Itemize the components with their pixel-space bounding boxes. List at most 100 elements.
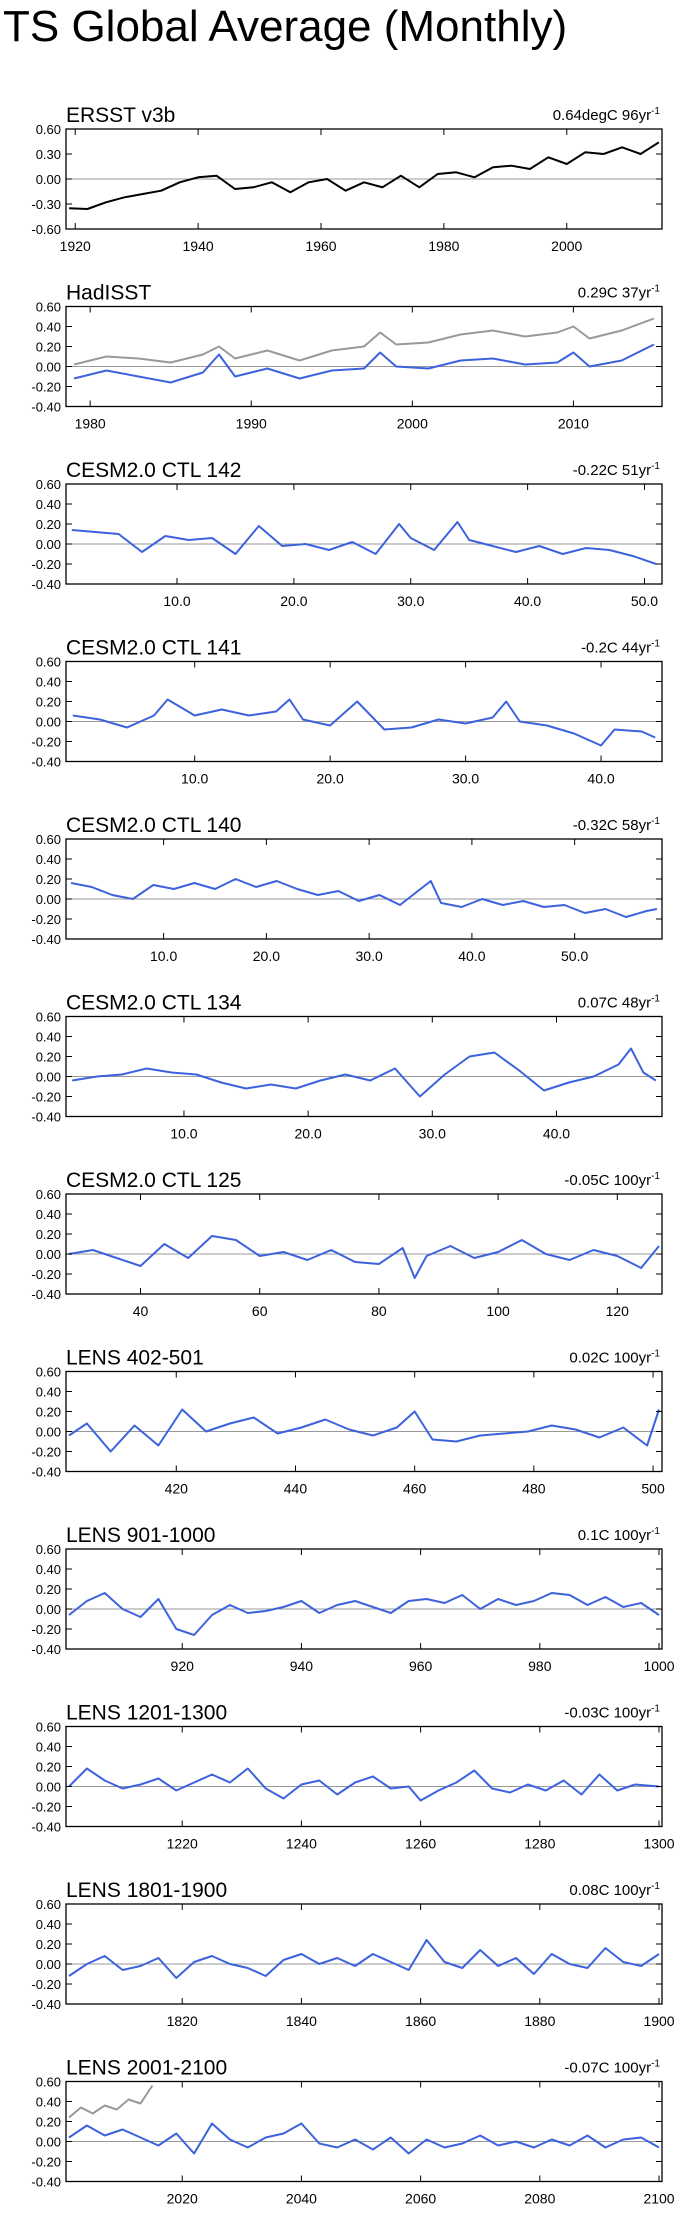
x-tick-label: 1280	[524, 1836, 555, 1852]
x-tick-label: 2080	[524, 2191, 555, 2207]
y-tick-label: 0.20	[36, 1582, 61, 1597]
panel-6: CESM2.0 CTL 134 0.07C 48yr-1 0.60 0.40 0.20 0…	[31, 992, 663, 1142]
y-tick-label: 0.20	[36, 340, 61, 355]
y-tick-label: 0.20	[36, 695, 61, 710]
trend-exponent: -1	[651, 461, 660, 472]
panel-title: LENS 1201-1300	[66, 1702, 227, 1725]
x-tick-label: 20.0	[295, 1126, 322, 1142]
y-tick-label: -0.20	[31, 735, 61, 750]
trend-exponent: -1	[651, 816, 660, 827]
panel-title: CESM2.0 CTL 141	[66, 637, 241, 660]
x-tick-label: 1840	[286, 2013, 317, 2029]
panel-2: HadISST 0.29C 37yr-1 0.60 0.40 0.20 0.00 -0.20…	[31, 282, 663, 432]
y-tick-label: -0.20	[31, 1622, 61, 1637]
x-tick-label: 1240	[286, 1836, 317, 1852]
y-tick-label: 0.20	[36, 1405, 61, 1420]
y-tick-label: -0.20	[31, 1977, 61, 1992]
y-tick-label: 0.00	[36, 2135, 61, 2150]
series-line	[70, 878, 658, 918]
x-tick-label: 1300	[643, 1836, 674, 1852]
x-tick-label: 2020	[167, 2191, 198, 2207]
y-tick-label: -0.20	[31, 1090, 61, 1105]
trend-label: 0.64degC 96yr-1	[553, 106, 661, 124]
trend-label: 0.08C 100yr-1	[569, 1881, 660, 1899]
x-tick-label: 1960	[305, 238, 336, 254]
series-line	[68, 1592, 660, 1636]
y-tick-label: 0.60	[36, 1365, 61, 1380]
y-tick-label: 0.60	[36, 300, 61, 315]
panel-10: LENS 1201-1300 -0.03C 100yr-1 0.60 0.40 0.20…	[31, 1702, 674, 1852]
plot-frame	[65, 660, 663, 763]
y-tick-label: 0.60	[36, 477, 61, 492]
series-line	[68, 1939, 660, 1979]
y-tick-label: 0.20	[36, 1937, 61, 1952]
x-tick-label: 1980	[75, 416, 106, 432]
x-tick-label: 1880	[524, 2013, 555, 2029]
trend-label: 0.29C 37yr-1	[578, 284, 661, 302]
y-tick-label: -0.20	[31, 2155, 61, 2170]
y-tick-label: 0.40	[36, 1917, 61, 1932]
y-tick-label: 0.40	[36, 852, 61, 867]
x-tick-label: 1000	[643, 1658, 674, 1674]
x-tick-label: 50.0	[631, 593, 658, 609]
y-tick-label: -0.40	[31, 2175, 61, 2190]
x-tick-label: 1860	[405, 2013, 436, 2029]
x-tick-label: 1980	[428, 238, 459, 254]
x-tick-label: 480	[522, 1481, 546, 1497]
x-tick-label: 120	[606, 1303, 630, 1319]
y-tick-label: 0.60	[36, 1542, 61, 1557]
y-tick-label: -0.20	[31, 912, 61, 927]
panel-title: LENS 1801-1900	[66, 1879, 227, 1902]
y-tick-label: 0.60	[36, 655, 61, 670]
y-tick-label: 0.20	[36, 1227, 61, 1242]
y-tick-label: 0.00	[36, 537, 61, 552]
x-tick-label: 1940	[183, 238, 214, 254]
series-line	[73, 317, 655, 366]
y-tick-label: 0.00	[36, 1247, 61, 1262]
trend-exponent: -1	[651, 2059, 660, 2070]
plot-frame	[65, 1193, 663, 1295]
panel-4: CESM2.0 CTL 141 -0.2C 44yr-1 0.60 0.40 0.20 0…	[31, 637, 663, 787]
y-tick-label: -0.40	[31, 577, 61, 592]
x-tick-label: 2100	[643, 2191, 674, 2207]
series-line	[68, 2084, 154, 2119]
y-tick-label: 0.40	[36, 1030, 61, 1045]
x-tick-label: 2060	[405, 2191, 436, 2207]
x-tick-label: 2010	[558, 416, 589, 432]
x-tick-label: 500	[641, 1481, 665, 1497]
x-tick-label: 10.0	[181, 771, 208, 787]
trend-exponent: -1	[651, 994, 660, 1005]
plot-frame	[65, 1370, 663, 1473]
trend-exponent: -1	[651, 284, 660, 295]
x-tick-label: 80	[371, 1303, 387, 1319]
series-line	[68, 2122, 660, 2155]
panel-12: LENS 2001-2100 -0.07C 100yr-1 0.60 0.40 0.20…	[31, 2057, 674, 2207]
x-tick-label: 1920	[60, 238, 91, 254]
y-tick-label: -0.40	[31, 1997, 61, 2012]
y-tick-label: 0.40	[36, 497, 61, 512]
y-tick-label: -0.30	[31, 197, 61, 212]
page-title: TS Global Average (Monthly)	[3, 2, 568, 51]
x-tick-label: 2000	[397, 416, 428, 432]
y-tick-label: -0.40	[31, 1287, 61, 1302]
panel-title: LENS 2001-2100	[66, 2057, 227, 2080]
x-tick-label: 1220	[167, 1836, 198, 1852]
y-tick-label: 0.60	[36, 2075, 61, 2090]
y-tick-label: 0.00	[36, 1780, 61, 1795]
series-line	[68, 1235, 660, 1279]
trend-exponent: -1	[651, 1881, 660, 1892]
y-tick-label: 0.60	[36, 1010, 61, 1025]
y-tick-label: -0.40	[31, 1110, 61, 1125]
y-tick-label: 0.30	[36, 147, 61, 162]
y-tick-label: 0.00	[36, 1425, 61, 1440]
x-tick-label: 20.0	[253, 948, 280, 964]
x-tick-label: 60	[252, 1303, 268, 1319]
x-tick-label: 2000	[551, 238, 582, 254]
x-tick-label: 10.0	[163, 593, 190, 609]
plot-frame	[65, 305, 663, 408]
y-tick-label: 0.20	[36, 1050, 61, 1065]
series-line	[68, 1767, 660, 1802]
x-tick-label: 30.0	[356, 948, 383, 964]
trend-exponent: -1	[651, 1526, 660, 1537]
y-tick-label: -0.60	[31, 222, 61, 237]
